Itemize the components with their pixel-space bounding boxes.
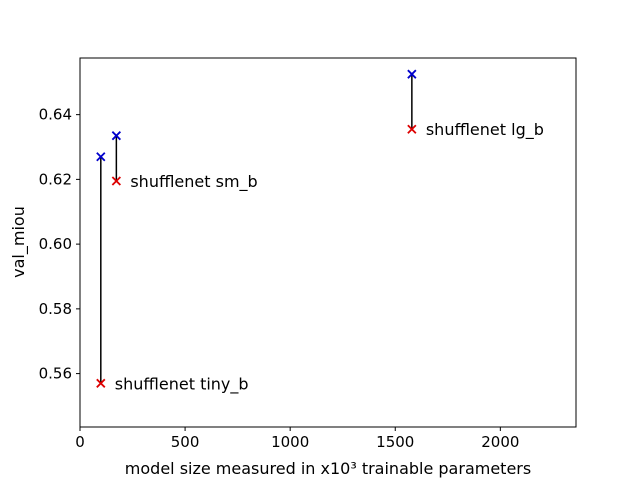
marker-stroke (407, 69, 417, 79)
marker-stroke (96, 378, 106, 388)
y-tick-label: 0.62 (39, 170, 72, 188)
annotation-label: shufflenet lg_b (426, 120, 544, 140)
red-point-marker (111, 176, 121, 186)
y-tick-label: 0.60 (39, 235, 72, 253)
marker-stroke (407, 124, 417, 134)
connector-lines (100, 74, 413, 384)
annotation-label: shufflenet sm_b (130, 172, 257, 192)
x-axis: 0 500 1000 1500 2000 (75, 427, 519, 451)
marker-stroke (111, 131, 121, 141)
y-axis: 0.56 0.58 0.60 0.62 0.64 (39, 106, 80, 383)
blue-point-marker (407, 69, 417, 79)
y-tick-label: 0.64 (39, 106, 72, 124)
annotations: shufflenet tiny_b shufflenet sm_b shufflen… (115, 120, 544, 394)
y-tick-label: 0.58 (39, 300, 72, 318)
x-tick-label: 0 (75, 433, 85, 451)
x-tick-label: 1000 (271, 433, 309, 451)
plot-area (80, 58, 576, 427)
blue-point-marker (111, 131, 121, 141)
x-tick-label: 1500 (376, 433, 414, 451)
y-tick-label: 0.56 (39, 365, 72, 383)
y-axis-label: val_miou (9, 206, 29, 278)
red-point-marker (96, 378, 106, 388)
red-point-marker (407, 124, 417, 134)
blue-point-marker (96, 152, 106, 162)
marker-stroke (96, 152, 106, 162)
x-tick-label: 500 (171, 433, 200, 451)
annotation-label: shufflenet tiny_b (115, 374, 249, 394)
plot-frame (79, 57, 577, 428)
x-tick-label: 2000 (481, 433, 519, 451)
marker-stroke (111, 176, 121, 186)
x-axis-label: model size measured in x10³ trainable pa… (125, 459, 531, 478)
data-points (96, 69, 417, 388)
